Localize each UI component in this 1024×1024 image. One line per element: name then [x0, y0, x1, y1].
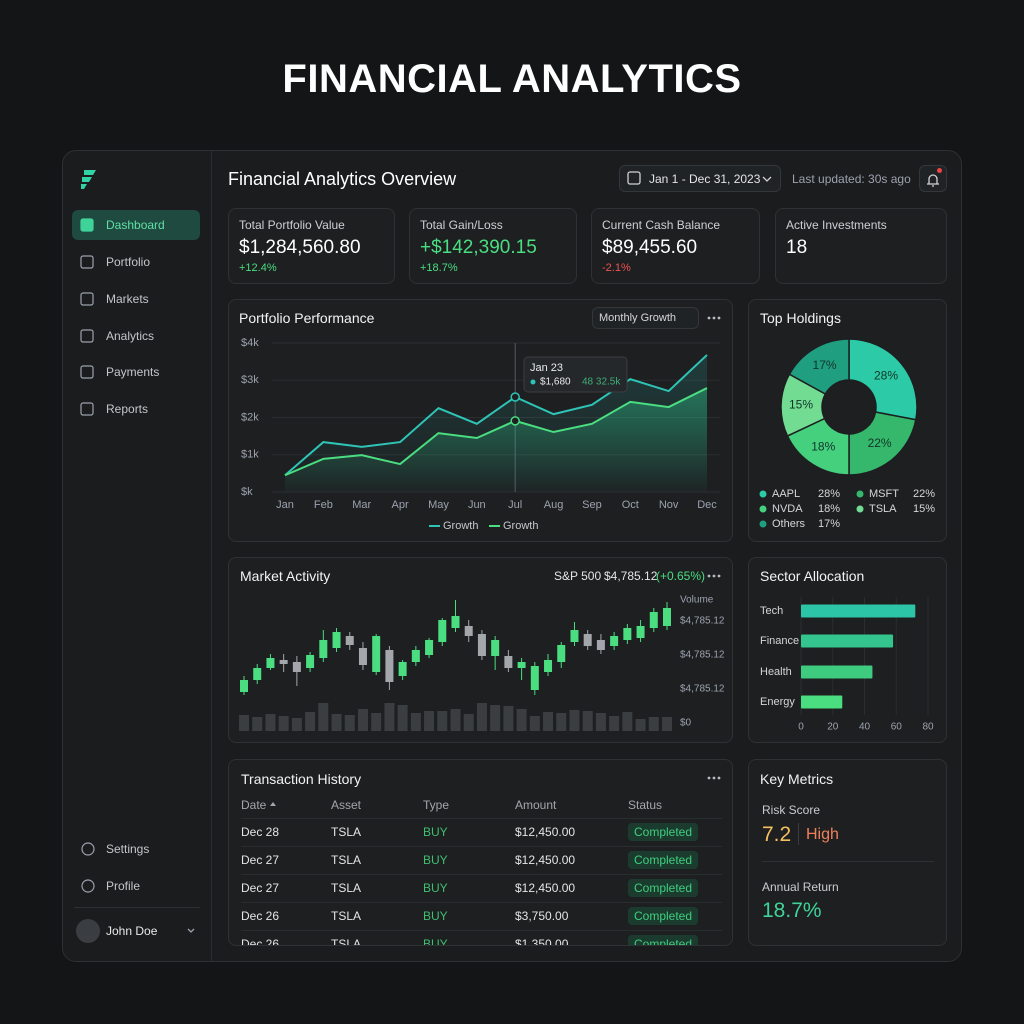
- risk-label: Risk Score: [762, 803, 821, 817]
- nav-item[interactable]: Analytics: [106, 329, 155, 343]
- kpi-label: Current Cash Balance: [602, 218, 721, 232]
- risk-divider: [798, 823, 799, 845]
- page-title: FINANCIAL ANALYTICS: [282, 57, 742, 101]
- notification-dot: [937, 168, 942, 173]
- dropdown-label[interactable]: Monthly Growth: [599, 312, 677, 324]
- kpi-value: +$142,390.15: [420, 237, 537, 258]
- cell: TSLA: [331, 937, 362, 946]
- sector-card: [748, 557, 947, 743]
- kpi-change: +12.4%: [239, 262, 277, 274]
- market-card: [228, 557, 733, 743]
- cell: $3,750.00: [515, 909, 569, 923]
- row-divider: [241, 930, 722, 931]
- nav-item[interactable]: Reports: [106, 402, 149, 416]
- status-badge: Completed: [628, 851, 698, 869]
- cell: BUY: [423, 881, 448, 895]
- kpi-card: Total Gain/Loss +$142,390.15 +18.7%: [409, 208, 577, 284]
- nav-item[interactable]: Profile: [106, 879, 141, 893]
- kpi-label: Total Portfolio Value: [239, 218, 345, 232]
- cell: TSLA: [331, 881, 362, 895]
- nav-item[interactable]: Portfolio: [106, 255, 151, 269]
- header-title: Financial Analytics Overview: [228, 169, 457, 189]
- risk-level: High: [806, 826, 839, 843]
- cell: Dec 28: [241, 825, 280, 839]
- column-header: Type: [423, 798, 450, 812]
- cell: TSLA: [331, 825, 362, 839]
- card-title: Key Metrics: [760, 771, 834, 787]
- metrics-card: Key Metrics Risk Score 7.2 High Annual R…: [748, 759, 947, 946]
- cell: BUY: [423, 853, 448, 867]
- notifications[interactable]: [919, 165, 947, 192]
- kpi-card: Total Portfolio Value $1,284,560.80 +12.4%: [228, 208, 395, 284]
- row-divider: [241, 902, 722, 903]
- card-title: Market Activity: [240, 568, 331, 584]
- kpi-value: $89,455.60: [602, 237, 698, 258]
- row-divider: [241, 874, 722, 875]
- logo: [81, 170, 96, 189]
- return-value: 18.7%: [762, 899, 822, 922]
- status-badge: Completed: [628, 907, 698, 925]
- nav-item[interactable]: Markets: [106, 292, 149, 306]
- risk-value: 7.2: [762, 823, 792, 846]
- return-label: Annual Return: [762, 880, 839, 894]
- card-title: Transaction History: [241, 771, 362, 787]
- index-change: (+0.65%): [656, 569, 706, 583]
- nav-item[interactable]: Payments: [106, 365, 160, 379]
- kpi-change: +18.7%: [420, 262, 458, 274]
- cell: Dec 27: [241, 853, 280, 867]
- avatar[interactable]: [76, 919, 100, 943]
- column-header: Amount: [515, 798, 557, 812]
- row-divider: [241, 846, 722, 847]
- kpi-label: Active Investments: [786, 218, 887, 232]
- index-name: S&P 500: [554, 569, 602, 583]
- status-badge: Completed: [628, 879, 698, 897]
- cell: Dec 26: [241, 909, 280, 923]
- cell: $12,450.00: [515, 825, 576, 839]
- dropdown[interactable]: [592, 307, 699, 329]
- column-header: Date: [241, 798, 267, 812]
- nav-item[interactable]: Settings: [106, 842, 150, 856]
- user-divider: [74, 907, 200, 908]
- cell: TSLA: [331, 853, 362, 867]
- status-badge: Completed: [628, 823, 698, 841]
- card-title: Top Holdings: [760, 310, 841, 326]
- cell: BUY: [423, 825, 448, 839]
- cell: BUY: [423, 937, 448, 946]
- sidebar-divider: [211, 151, 212, 961]
- row-divider: [241, 818, 722, 819]
- holdings-card: [748, 299, 947, 542]
- cell: $12,450.00: [515, 853, 576, 867]
- cell: $12,450.00: [515, 881, 576, 895]
- kpi-value: $1,284,560.80: [239, 237, 361, 258]
- card-title: Portfolio Performance: [239, 310, 375, 326]
- cell: TSLA: [331, 909, 362, 923]
- date-range[interactable]: Jan 1 - Dec 31, 2023: [649, 172, 761, 186]
- metrics-divider: [762, 861, 934, 862]
- card-title: Sector Allocation: [760, 568, 865, 584]
- user-name[interactable]: John Doe: [106, 924, 158, 938]
- kpi-change: -2.1%: [602, 262, 631, 274]
- cell: $1,350.00: [515, 937, 569, 946]
- index-price: $4,785.12: [604, 569, 658, 583]
- cell: BUY: [423, 909, 448, 923]
- kpi-card: Current Cash Balance $89,455.60 -2.1%: [591, 208, 760, 284]
- last-updated: Last updated: 30s ago: [792, 172, 911, 186]
- transactions-card: Transaction History Date Asset Type Amount S…: [228, 759, 733, 946]
- column-header: Status: [628, 798, 663, 812]
- date-picker[interactable]: [619, 165, 781, 192]
- kpi-label: Total Gain/Loss: [420, 218, 503, 232]
- nav-item[interactable]: Dashboard: [106, 218, 165, 232]
- cell: Dec 26: [241, 937, 280, 946]
- performance-card: [228, 299, 733, 542]
- kpi-card: Active Investments 18: [775, 208, 947, 284]
- kpi-value: 18: [786, 237, 808, 258]
- status-badge: Completed: [628, 935, 698, 945]
- column-header: Asset: [331, 798, 362, 812]
- cell: Dec 27: [241, 881, 280, 895]
